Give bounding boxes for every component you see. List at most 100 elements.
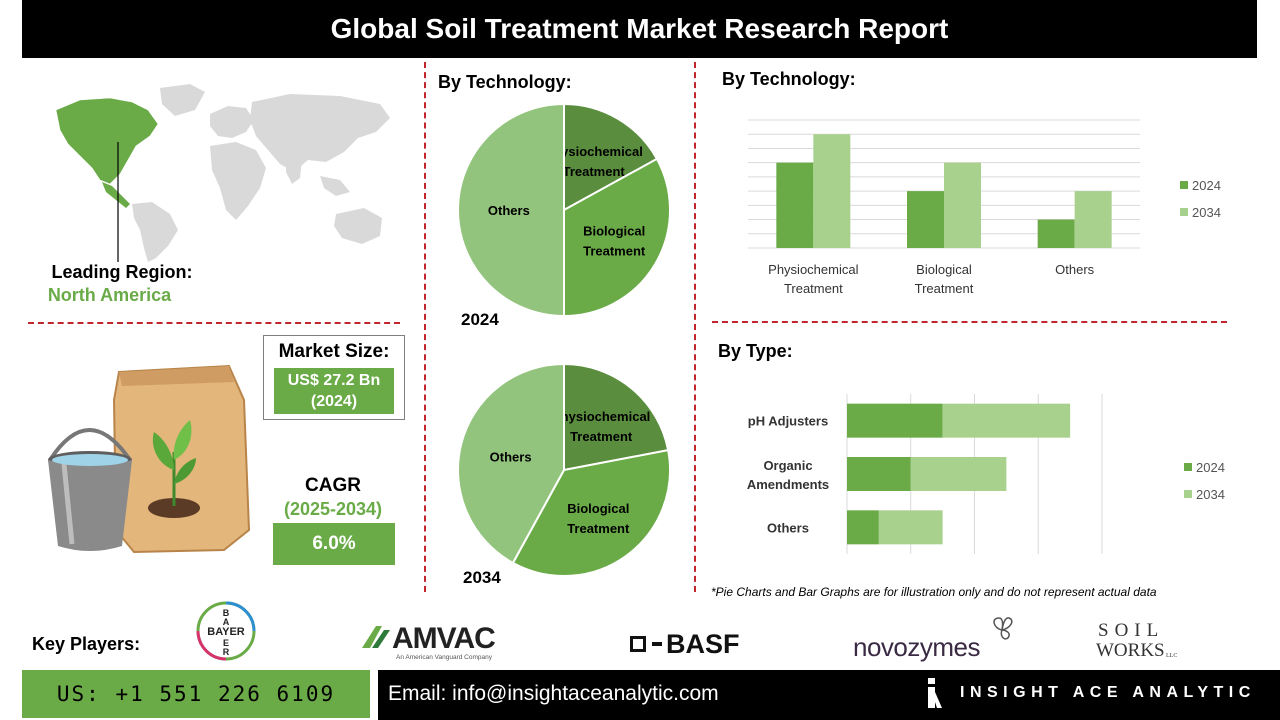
pie-year-2034: 2034 <box>463 568 501 587</box>
soilworks-logo: SOIL WORKS LLC <box>1094 620 1184 664</box>
bar-ph-adjusters-2034 <box>942 403 1071 438</box>
pie-slice-biological-treatment <box>563 157 671 318</box>
amvac-wordmark: AMVAC <box>392 622 496 655</box>
bar-others-2034 <box>878 510 943 545</box>
map-north-america <box>55 97 159 185</box>
bar-ph-adjusters-2024 <box>847 403 943 438</box>
footer-brand: INSIGHT ACE ANALYTIC <box>960 684 1256 701</box>
cagr-value: 6.0% <box>273 523 395 565</box>
bar-others-2024 <box>847 510 879 545</box>
map-europe <box>210 106 254 138</box>
legend-label-2034: 2034 <box>1192 205 1221 220</box>
key-players-label: Key Players: <box>32 634 141 654</box>
insight-ace-logo-icon <box>928 678 942 708</box>
pie-label-physiochemical-treatment: Physiochemical Treatment <box>545 144 643 179</box>
bar-biological-treatment-2034 <box>944 162 981 248</box>
world-map <box>55 84 390 262</box>
pie-chart-2024: Physiochemical Treatment Biological Treatme… <box>457 102 671 318</box>
map-greenland <box>160 84 205 116</box>
svg-text:A: A <box>223 617 230 627</box>
svg-text:E: E <box>223 638 229 648</box>
report-title: Global Soil Treatment Market Research Re… <box>22 0 1257 58</box>
soilworks-line1: SOIL <box>1098 620 1165 641</box>
bar-biological-treatment-2024 <box>907 191 944 248</box>
market-size-box: Market Size: US$ 27.2 Bn (2024) <box>263 335 405 420</box>
amvac-logo: AMVAC An American Vanguard Company <box>362 622 532 666</box>
map-asia <box>250 94 390 172</box>
market-size-value: US$ 27.2 Bn (2024) <box>274 368 394 414</box>
soilworks-llc: LLC <box>1166 653 1178 659</box>
y-tick-others: Others <box>767 520 809 535</box>
map-se-asia <box>320 176 350 196</box>
divider-left-vertical <box>424 62 426 592</box>
bar-others-2034 <box>1074 191 1112 248</box>
footer-bar: Email: info@insightaceanalytic.com INSIG… <box>378 670 1280 720</box>
market-size-amount: US$ 27.2 Bn <box>287 372 381 389</box>
bar-physiochemical-treatment-2024 <box>776 162 814 248</box>
bayer-logo: BAYER B A E R <box>196 601 256 661</box>
soilworks-line2: WORKS <box>1096 640 1165 661</box>
x-tick-others: Others <box>1055 262 1095 277</box>
amvac-subtitle: An American Vanguard Company <box>396 654 492 661</box>
cagr-period: (2025-2034) <box>283 499 383 519</box>
footer-phone: US: +1 551 226 6109 <box>22 670 370 718</box>
basf-wordmark: BASF <box>666 628 740 659</box>
market-size-year: (2024) <box>310 393 358 410</box>
pie-slice-biological-treatment <box>511 448 671 577</box>
svg-text:R: R <box>223 647 230 657</box>
pie-year-2024: 2024 <box>461 310 499 329</box>
bar-physiochemical-treatment-2034 <box>813 134 851 248</box>
legend-swatch-2034 <box>1184 490 1192 498</box>
map-africa <box>210 142 266 220</box>
bar-organic-amendments-2034 <box>910 457 1007 491</box>
divider-right-horizontal <box>712 321 1227 323</box>
pie-label-others: Others <box>488 203 530 218</box>
map-australia <box>334 208 382 244</box>
legend-swatch-2024 <box>1184 463 1192 471</box>
legend-label-2024: 2024 <box>1196 460 1225 475</box>
legend-label-2034: 2034 <box>1196 487 1225 502</box>
divider-left-horizontal <box>28 322 400 324</box>
x-tick-physiochemical-treatment: Physiochemical Treatment <box>768 262 858 296</box>
pie-chart-2034: Physiochemical Treatment Biological Treatme… <box>457 362 671 577</box>
map-central-america <box>102 182 130 208</box>
bar-others-2024 <box>1037 219 1075 248</box>
pie-label-biological-treatment: Biological Treatment <box>567 501 630 536</box>
basf-logo: BASF <box>630 628 740 660</box>
bucket-soil-bag-illustration <box>48 364 251 554</box>
bar-chart-type: pH Adjusters Organic Amendments Others 2024 2… <box>747 394 1225 554</box>
pie-slice-physiochemical-treatment <box>563 362 670 472</box>
y-tick-ph-adjusters: pH Adjusters <box>748 414 828 429</box>
legend-swatch-2034 <box>1180 208 1188 216</box>
pie-slice-others <box>457 102 565 318</box>
novozymes-logo: novozymes <box>853 614 1023 664</box>
map-india <box>286 160 302 184</box>
divider-right-vertical <box>694 62 696 592</box>
bar-organic-amendments-2024 <box>847 457 911 491</box>
y-tick-organic-amendments: Organic Amendments <box>747 458 829 492</box>
footer-email: Email: info@insightaceanalytic.com <box>388 682 719 705</box>
leading-region-value: North America <box>47 285 172 305</box>
basf-dash-icon <box>652 642 662 646</box>
bar-chart-technology: Physiochemical Treatment Biological Treatme… <box>748 119 1221 296</box>
pie-slice-others <box>457 362 565 565</box>
legend-label-2024: 2024 <box>1192 178 1221 193</box>
pie-label-biological-treatment: Biological Treatment <box>583 224 646 259</box>
basf-square-icon <box>630 636 646 652</box>
type-section-heading: By Type: <box>718 341 793 361</box>
novozymes-leaf-icon <box>993 617 1013 640</box>
map-south-america <box>132 202 178 262</box>
svg-text:B: B <box>223 608 230 618</box>
pie-slice-physiochemical-treatment <box>563 102 659 212</box>
bar-section-heading: By Technology: <box>722 69 856 89</box>
svg-text:BAYER: BAYER <box>207 626 245 638</box>
amvac-swoosh-icon <box>362 626 390 648</box>
legend-swatch-2024 <box>1180 181 1188 189</box>
pie-section-heading: By Technology: <box>438 72 572 92</box>
pie-label-others: Others <box>490 449 532 464</box>
cagr-label: CAGR <box>305 475 361 496</box>
pie-label-physiochemical-treatment: Physiochemical Treatment <box>552 409 650 444</box>
disclaimer-note: *Pie Charts and Bar Graphs are for illus… <box>711 585 1157 599</box>
leading-region-label: Leading Region: <box>51 262 193 282</box>
market-size-label: Market Size: <box>278 341 390 362</box>
